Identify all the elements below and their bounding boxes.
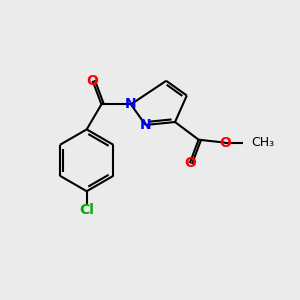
Text: O: O	[87, 74, 98, 88]
Text: CH₃: CH₃	[251, 136, 274, 149]
Text: Cl: Cl	[79, 203, 94, 218]
Text: N: N	[125, 98, 137, 111]
Text: O: O	[184, 156, 196, 170]
Text: O: O	[219, 136, 231, 150]
Text: N: N	[140, 118, 152, 132]
